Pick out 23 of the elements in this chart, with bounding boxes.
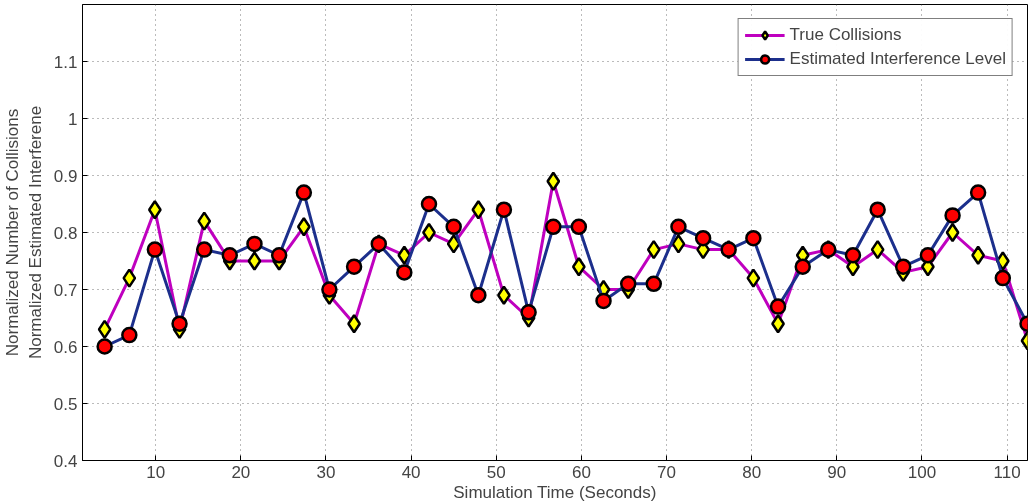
y-tick-label: 1.1 [53,52,78,72]
y-tick-label: 1 [68,109,78,129]
x-tick-label: 60 [571,462,591,482]
x-tick-label: 70 [657,462,676,482]
y-tick-label: 0.9 [53,166,78,186]
legend-label: True Collisions [789,25,902,45]
x-tick-label: 40 [401,462,421,482]
x-tick-label: 110 [993,462,1021,482]
y-tick-label: 0.4 [53,451,78,471]
y-tick-label: 0.5 [53,394,78,414]
x-tick-label: 20 [231,462,251,482]
x-tick-label: 90 [827,462,847,482]
legend-label: Estimated Interference Level [789,49,1006,69]
x-tick-label: 50 [486,462,506,482]
x-tick-label: 80 [742,462,762,482]
x-axis-title: Simulation Time (Seconds) [453,482,657,502]
y-tick-label: 0.7 [53,280,78,300]
x-tick-label: 10 [146,462,166,482]
y-tick-label: 0.8 [53,223,78,243]
x-tick-label: 100 [907,462,937,482]
x-tick-label: 30 [316,462,336,482]
y-tick-label: 0.6 [53,337,78,357]
y-axis-title: Normalized Number of Collisions Normalized Estimated Interferene [3,105,45,360]
